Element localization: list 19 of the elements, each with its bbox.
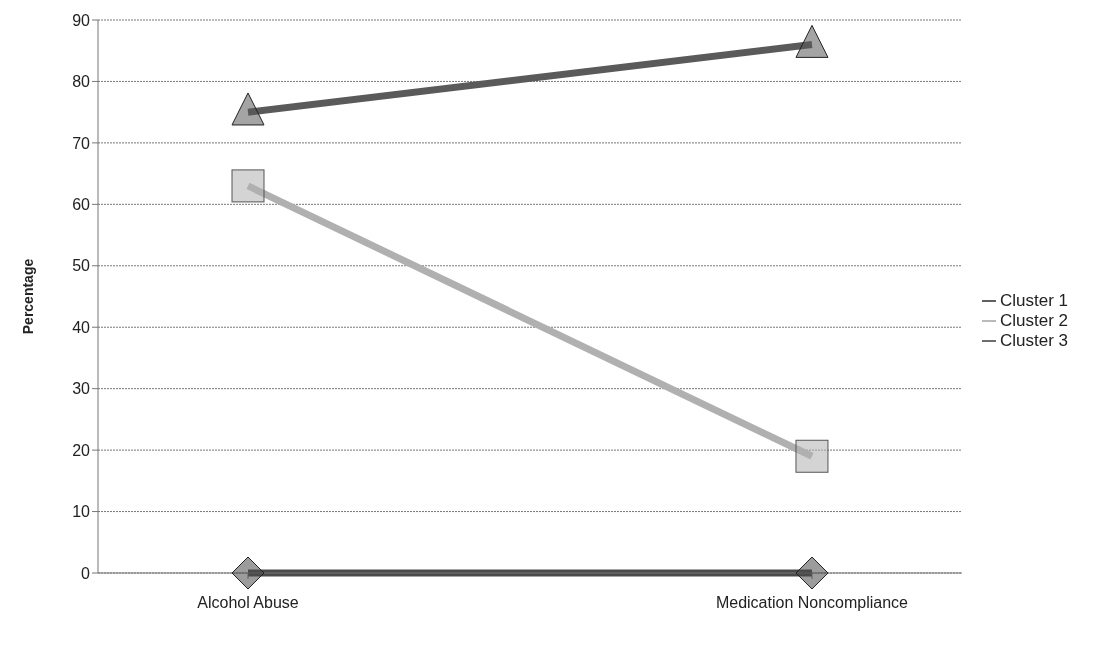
legend-label: Cluster 1 xyxy=(999,290,1068,310)
point xyxy=(231,556,265,590)
y-tick-label: 20 xyxy=(72,441,91,459)
legend-label: Cluster 3 xyxy=(999,330,1068,350)
y-tick-label: 90 xyxy=(72,11,91,29)
y-tick-label: 0 xyxy=(81,564,91,582)
legend-label: Cluster 2 xyxy=(999,310,1068,330)
point xyxy=(795,439,829,473)
x-tick-label: Medication Noncompliance xyxy=(715,594,909,612)
y-tick-label: 30 xyxy=(72,380,91,398)
y-tick-label: 80 xyxy=(72,73,91,91)
y-tick-label: 40 xyxy=(72,318,91,336)
x-tick-label: Alcohol Abuse xyxy=(197,594,299,612)
point xyxy=(795,556,829,590)
y-axis-title: Percentage xyxy=(19,258,36,335)
y-tick-label: 10 xyxy=(72,503,91,521)
y-tick-label: 50 xyxy=(72,257,91,275)
y-tick-label: 60 xyxy=(72,196,91,214)
y-tick-label: 70 xyxy=(72,134,91,152)
